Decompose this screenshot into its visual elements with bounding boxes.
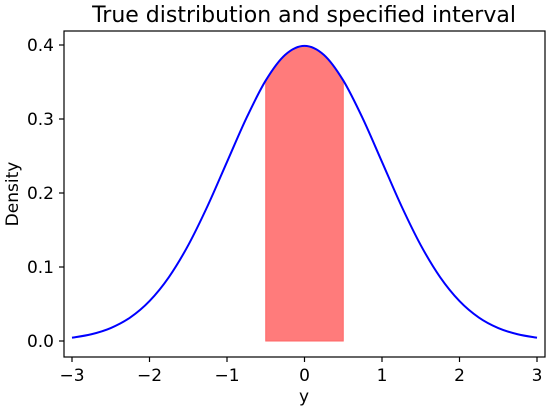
y-axis-label: Density xyxy=(3,162,23,227)
x-tick-label: −3 xyxy=(59,366,84,386)
series-line-1 xyxy=(71,44,538,339)
y-tick-label: 0.0 xyxy=(27,332,54,352)
x-tick-label: 3 xyxy=(532,366,543,386)
shaded-interval xyxy=(265,45,344,342)
plot-area xyxy=(71,44,538,342)
x-tick-label: −1 xyxy=(214,366,239,386)
x-tick-label: 1 xyxy=(377,366,388,386)
x-axis-label: y xyxy=(299,387,309,407)
x-tick-label: −2 xyxy=(137,366,162,386)
x-axis: −3 −2 −1 0 1 2 3 xyxy=(59,357,542,386)
y-tick-label: 0.2 xyxy=(27,184,54,204)
x-tick-label: 2 xyxy=(454,366,465,386)
x-tick-label: 0 xyxy=(299,366,310,386)
y-tick-label: 0.1 xyxy=(27,258,54,278)
y-axis: 0.0 0.1 0.2 0.3 0.4 xyxy=(27,36,64,352)
y-tick-label: 0.4 xyxy=(27,36,54,56)
chart-title: True distribution and specified interval xyxy=(91,3,516,28)
y-tick-label: 0.3 xyxy=(27,110,54,130)
